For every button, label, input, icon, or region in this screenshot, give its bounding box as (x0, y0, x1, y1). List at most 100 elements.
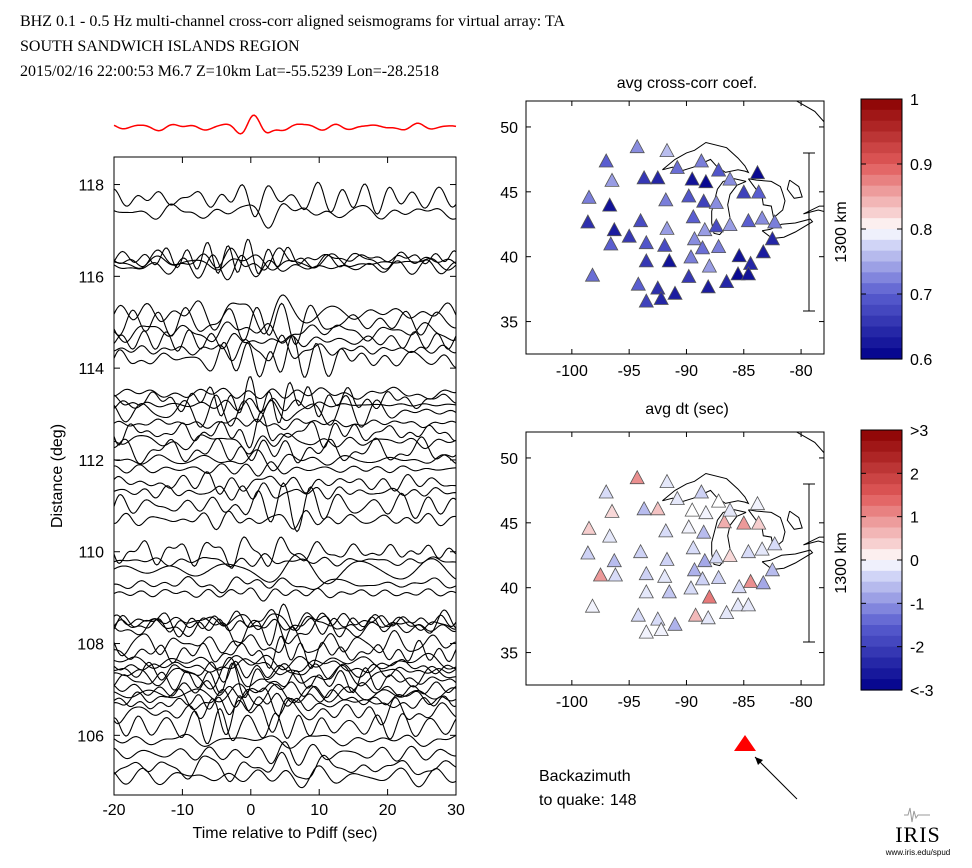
seismogram-trace (113, 482, 457, 533)
seismogram-trace (113, 635, 457, 670)
y-tick-label: 118 (78, 178, 104, 195)
station-marker (731, 247, 747, 263)
station-marker (685, 208, 701, 224)
colorbar-segment (861, 185, 902, 198)
colorbar-tick-label: 0 (910, 553, 919, 570)
seismogram-trace (113, 751, 457, 783)
seismogram-x-ticks: -20 -10 0 10 20 30 (102, 157, 465, 819)
quake-direction-triangle (734, 735, 756, 751)
station-marker (638, 624, 654, 639)
station-marker (693, 153, 710, 168)
colorbar-segment (861, 646, 902, 659)
colorbar-segment (861, 272, 902, 284)
seismogram-trace (113, 397, 457, 413)
station-marker (607, 567, 624, 582)
station-marker (632, 212, 649, 228)
station-marker (629, 138, 645, 154)
x-tick-label: 0 (246, 802, 255, 819)
y-tick-label: 116 (78, 269, 104, 286)
colorbar-segment (861, 337, 902, 349)
colorbar-segment (861, 592, 902, 604)
map-x-tick-label: -90 (675, 694, 698, 711)
seismogram-trace (113, 626, 457, 657)
header-line-1: BHZ 0.1 - 0.5 Hz multi-channel cross-cor… (20, 13, 565, 30)
coastline (803, 205, 824, 215)
colorbar-tick-label: 0.8 (910, 222, 932, 239)
map-x-tick-label: -95 (618, 694, 641, 711)
map-frame (525, 100, 825, 355)
backazimuth-arrow-line (754, 756, 798, 800)
station-marker (693, 484, 710, 499)
map-panel-dt: avg dt (sec) -100 -95 -90 -85 -80 35 40 45 50 130… (500, 401, 933, 711)
seismogram-x-label: Time relative to Pdiff (sec) (193, 825, 378, 842)
colorbar-segment (861, 196, 902, 208)
station-marker (653, 621, 669, 636)
colorbar-segment (861, 614, 902, 626)
y-tick-label: 112 (78, 453, 104, 470)
station-marker (630, 607, 646, 622)
station-marker (767, 536, 783, 551)
colorbar-segment (861, 99, 902, 111)
colorbar-segment (861, 430, 902, 442)
station-marker (710, 238, 727, 254)
colorbar: >3 2 1 0 -1 -2 <-3 (860, 423, 934, 700)
colorbar-segment (861, 625, 902, 637)
seismogram-trace (113, 321, 457, 344)
colorbar-tick-label: 0.6 (910, 352, 932, 369)
station-marker (767, 214, 783, 229)
colorbar-tick-label: 1 (910, 510, 919, 527)
station-marker (659, 551, 675, 566)
y-tick-label: 108 (77, 637, 104, 654)
seismogram-trace (113, 733, 457, 749)
station-marker (686, 230, 703, 246)
map-x-tick-label: -80 (790, 694, 813, 711)
colorbar-segment (861, 527, 902, 539)
seismogram-trace (113, 449, 457, 472)
seismogram-trace (113, 536, 457, 569)
seismogram-trace (113, 376, 457, 424)
colorbar-segment (861, 570, 902, 583)
station-marker (700, 278, 716, 294)
seismogram-trace (113, 253, 457, 271)
station-marker (636, 169, 652, 185)
station-marker (730, 597, 746, 612)
station-marker (722, 547, 738, 562)
seismogram-trace (113, 587, 457, 602)
station-marker (650, 611, 666, 626)
seismogram-panel: -20 -10 0 10 20 30 106 108 110 112 114 116 118 Time… (49, 114, 465, 842)
station-marker (683, 249, 699, 264)
seismogram-trace (113, 461, 457, 477)
coastline (823, 269, 824, 271)
station-marker (606, 221, 622, 237)
backazimuth-label: Backazimuth (539, 768, 631, 785)
colorbar-segment (861, 326, 902, 338)
x-tick-label: -20 (102, 802, 125, 819)
station-marker (669, 159, 685, 174)
station-marker (667, 616, 683, 631)
backazimuth-label-2: to quake: (539, 792, 605, 809)
colorbar-segment (861, 174, 902, 187)
seismogram-trace (113, 181, 457, 218)
station-marker (650, 169, 666, 185)
backazimuth-value-row: to quake: 148 (539, 792, 637, 809)
station-marker (638, 584, 654, 599)
station-marker (718, 604, 735, 619)
station-marker (580, 214, 596, 229)
colorbar-tick-label: 0.9 (910, 157, 932, 174)
colorbar-segment (861, 207, 902, 219)
station-marker (657, 568, 673, 583)
stack-trace (113, 114, 457, 135)
coastline (662, 141, 750, 174)
iris-logo: IRIS www.iris.edu/spud (885, 807, 950, 857)
station-marker (667, 285, 683, 300)
station-marker (749, 495, 766, 511)
station-marker (754, 541, 770, 556)
coastline (711, 509, 747, 567)
station-marker (755, 243, 771, 259)
station-marker (764, 561, 781, 577)
colorbar-segment (861, 679, 902, 691)
map-y-tick-label: 35 (500, 646, 518, 663)
station-marker (685, 539, 701, 555)
seismogram-trace (113, 294, 457, 335)
